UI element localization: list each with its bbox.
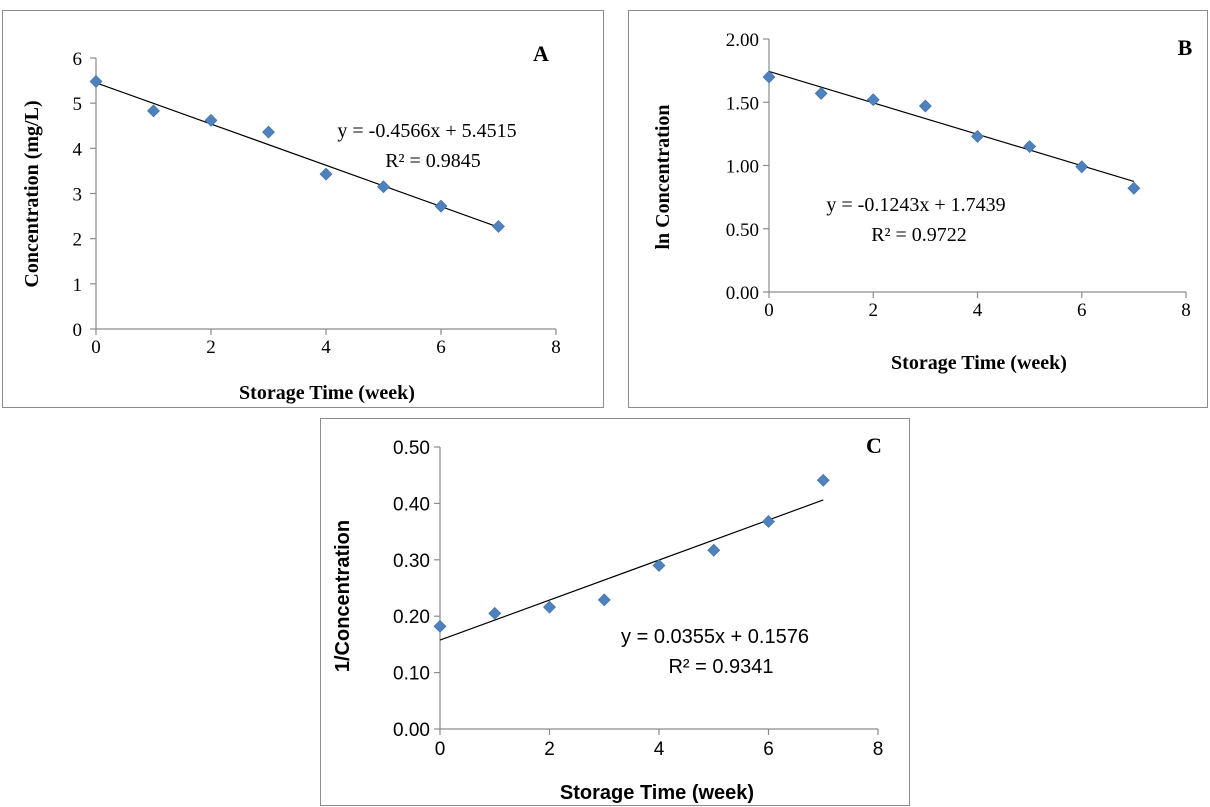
trendline bbox=[768, 70, 1135, 183]
x-tick-label: 2 bbox=[869, 300, 879, 321]
trendline-equation: y = 0.0355x + 0.1576 bbox=[621, 626, 809, 648]
y-tick-label: 0.30 bbox=[393, 551, 430, 572]
y-tick-label: 1 bbox=[73, 275, 83, 296]
chart-panel-a: A Storage Time (week) Concentration (mg/… bbox=[2, 10, 604, 408]
y-tick-label: 0.10 bbox=[393, 664, 430, 685]
data-point bbox=[433, 619, 447, 633]
y-tick-label: 5 bbox=[73, 94, 83, 115]
y-tick-label: 6 bbox=[73, 49, 83, 70]
x-tick-label: 4 bbox=[321, 337, 331, 358]
r-squared-label: R² = 0.9722 bbox=[871, 224, 967, 246]
data-point bbox=[1075, 160, 1089, 174]
chart-a-svg: A Storage Time (week) Concentration (mg/… bbox=[21, 41, 561, 404]
data-point bbox=[762, 515, 775, 528]
panel-label: C bbox=[866, 433, 882, 458]
data-point bbox=[866, 93, 880, 107]
data-point bbox=[147, 104, 160, 118]
trendline-equation: y = -0.1243x + 1.7439 bbox=[826, 194, 1005, 216]
panel-label: A bbox=[533, 41, 549, 66]
y-tick-label: 0 bbox=[73, 320, 83, 341]
x-tick-label: 8 bbox=[551, 337, 561, 358]
x-tick-label: 6 bbox=[763, 739, 774, 760]
y-tick-label: 0.40 bbox=[393, 494, 430, 515]
trendline bbox=[95, 82, 499, 228]
x-tick-label: 0 bbox=[764, 300, 774, 321]
data-point bbox=[262, 125, 275, 139]
chart-panel-b: B Storage Time (week) ln Concentration y… bbox=[628, 10, 1208, 408]
data-point bbox=[543, 600, 556, 614]
y-tick-label: 2 bbox=[73, 230, 83, 251]
x-tick-label: 8 bbox=[873, 739, 884, 760]
chart-panel-c: C Storage Time (week) 1/Concentration y … bbox=[320, 418, 910, 806]
data-point bbox=[434, 199, 448, 213]
trendline-equation: y = -0.4566x + 5.4515 bbox=[337, 120, 516, 142]
y-tick-label: 0.00 bbox=[726, 283, 759, 304]
data-point bbox=[918, 99, 932, 113]
y-axis-title: ln Concentration bbox=[652, 105, 674, 250]
r-squared-label: R² = 0.9341 bbox=[668, 656, 773, 678]
data-point bbox=[814, 86, 828, 100]
data-point bbox=[492, 220, 505, 233]
data-point bbox=[1023, 140, 1037, 153]
x-tick-label: 2 bbox=[206, 337, 216, 358]
data-point bbox=[597, 593, 611, 607]
x-tick-label: 4 bbox=[654, 739, 665, 760]
x-tick-label: 6 bbox=[1077, 300, 1087, 321]
y-tick-label: 1.50 bbox=[726, 93, 759, 114]
y-tick-label: 2.00 bbox=[726, 30, 759, 51]
data-point bbox=[707, 543, 721, 557]
data-point bbox=[204, 113, 218, 127]
x-axis-title: Storage Time (week) bbox=[891, 352, 1067, 374]
data-point bbox=[1127, 181, 1141, 195]
data-point bbox=[652, 559, 666, 572]
r-squared-label: R² = 0.9845 bbox=[385, 150, 481, 172]
data-point bbox=[319, 167, 333, 181]
chart-b-svg: B Storage Time (week) ln Concentration y… bbox=[652, 30, 1193, 374]
y-tick-label: 0.00 bbox=[393, 720, 430, 741]
panel-label: B bbox=[1178, 35, 1193, 60]
x-tick-label: 0 bbox=[435, 739, 446, 760]
y-tick-label: 0.20 bbox=[393, 607, 430, 628]
data-point bbox=[488, 606, 502, 620]
data-point bbox=[816, 473, 830, 487]
x-axis-title: Storage Time (week) bbox=[560, 782, 754, 804]
y-tick-label: 4 bbox=[73, 139, 83, 160]
x-tick-label: 2 bbox=[544, 739, 555, 760]
x-tick-label: 8 bbox=[1181, 300, 1191, 321]
y-tick-label: 3 bbox=[73, 185, 83, 206]
y-tick-label: 0.50 bbox=[393, 438, 430, 459]
data-point bbox=[377, 180, 390, 194]
x-tick-label: 4 bbox=[973, 300, 983, 321]
chart-c-svg: C Storage Time (week) 1/Concentration y … bbox=[332, 433, 884, 804]
trendline bbox=[439, 499, 824, 641]
y-tick-label: 0.50 bbox=[726, 220, 759, 241]
y-axis-title: Concentration (mg/L) bbox=[21, 100, 43, 287]
x-axis-title: Storage Time (week) bbox=[239, 382, 415, 404]
data-point bbox=[89, 75, 103, 88]
data-point bbox=[971, 129, 984, 143]
x-tick-label: 6 bbox=[436, 337, 446, 358]
y-axis-title: 1/Concentration bbox=[332, 520, 354, 672]
data-point bbox=[762, 70, 776, 84]
x-tick-label: 0 bbox=[91, 337, 101, 358]
y-tick-label: 1.00 bbox=[726, 157, 759, 178]
